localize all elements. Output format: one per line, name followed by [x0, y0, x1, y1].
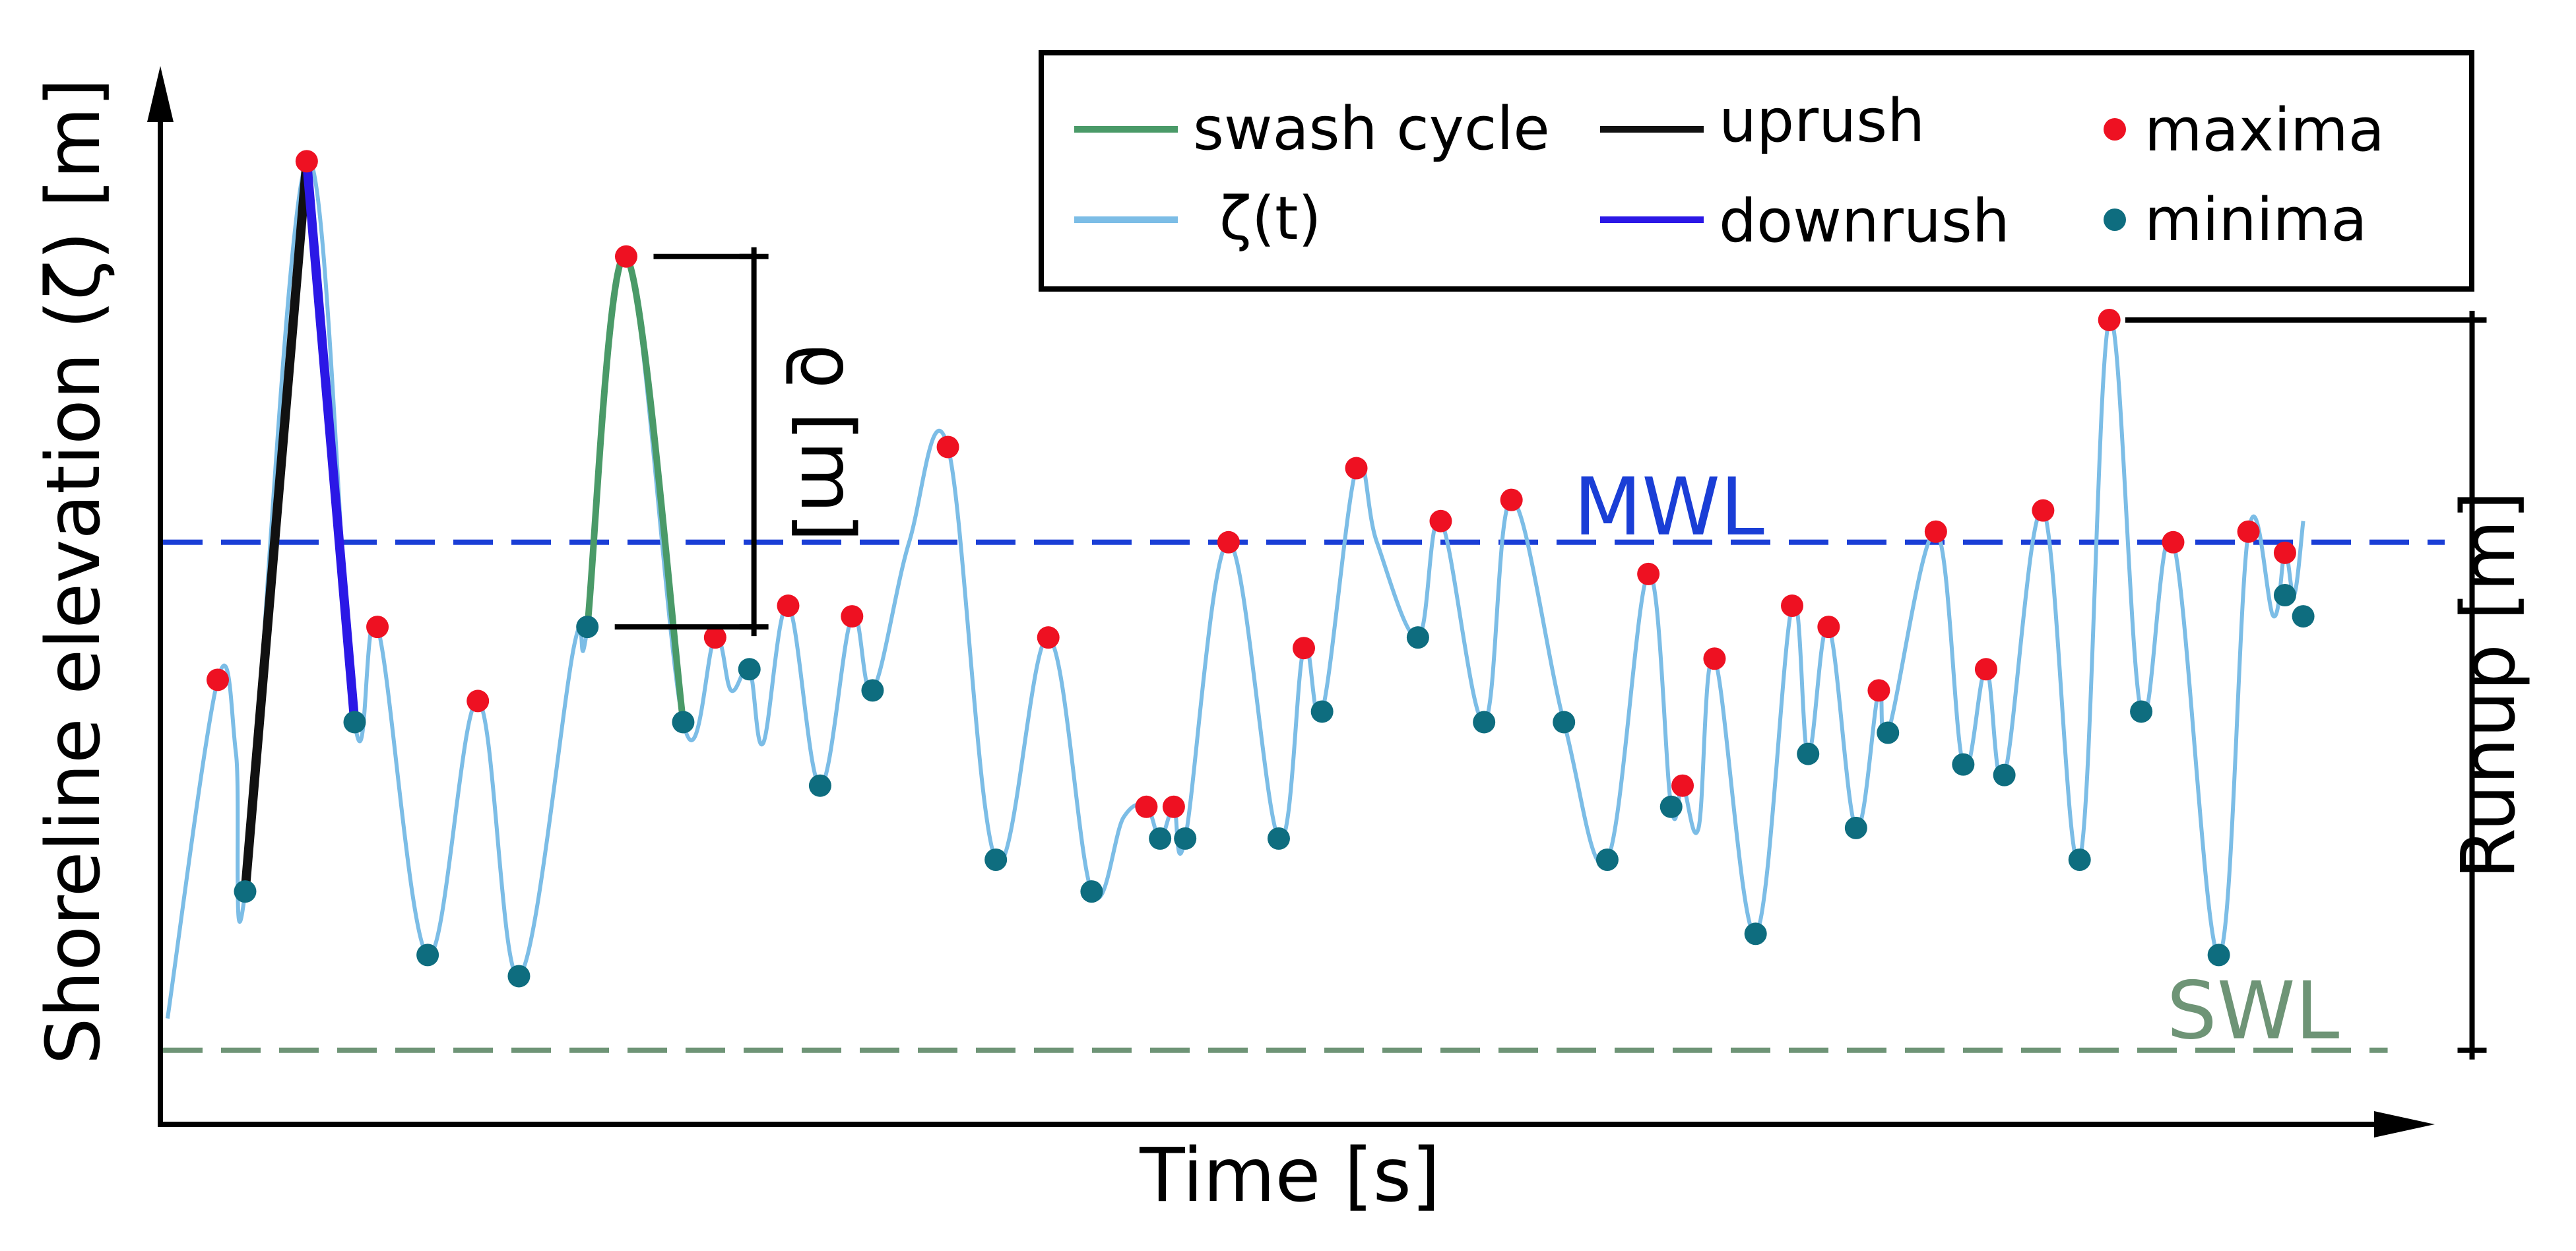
minima-points — [234, 584, 2315, 988]
minimum-point-13 — [1267, 827, 1290, 850]
minimum-point-3 — [507, 965, 531, 988]
minimum-point-1 — [343, 711, 366, 734]
maximum-point-23 — [1924, 520, 1947, 543]
maximum-point-11 — [1162, 795, 1185, 818]
minimum-point-30 — [2292, 605, 2315, 628]
minimum-point-18 — [1595, 849, 1619, 871]
minimum-point-9 — [984, 849, 1008, 871]
minimum-point-26 — [2068, 849, 2091, 871]
maximum-point-13 — [1293, 637, 1315, 660]
maximum-point-24 — [1974, 658, 1997, 681]
maximum-point-3 — [467, 690, 490, 713]
maximum-point-6 — [777, 594, 800, 618]
minimum-point-19 — [1659, 795, 1683, 818]
maximum-point-0 — [206, 668, 229, 691]
maximum-point-29 — [2273, 541, 2296, 564]
maximum-point-26 — [2098, 308, 2121, 331]
maximum-point-4 — [614, 245, 637, 268]
minimum-point-6 — [738, 658, 761, 681]
minimum-point-24 — [1952, 753, 1975, 776]
maximum-point-28 — [2237, 520, 2260, 543]
minimum-point-0 — [234, 880, 257, 903]
y-axis-label: Shoreline elevation (ζ) [m] — [31, 78, 117, 1064]
legend-minima-marker — [2104, 208, 2126, 231]
minimum-point-5 — [672, 711, 695, 734]
minimum-point-23 — [1877, 721, 1900, 744]
uprush-series-line — [240, 156, 311, 897]
maximum-point-5 — [703, 626, 726, 649]
runup-label: Runup [m] — [2446, 491, 2532, 880]
maximum-point-21 — [1817, 616, 1840, 639]
minimum-point-21 — [1797, 742, 1820, 765]
swash-cycle-series-line — [584, 252, 687, 726]
legend: swash cycle ζ(t) uprush downrush maxima … — [1039, 50, 2474, 292]
y-axis-arrow-head — [147, 66, 174, 122]
minimum-point-2 — [416, 944, 439, 967]
maximum-point-15 — [1429, 509, 1452, 532]
legend-minima-label: minima — [2144, 185, 2367, 255]
minimum-point-16 — [1473, 711, 1496, 734]
minimum-point-25 — [1993, 763, 2016, 786]
minimum-point-20 — [1744, 922, 1767, 946]
maximum-point-16 — [1500, 488, 1523, 511]
maximum-point-17 — [1637, 562, 1660, 585]
legend-swash-cycle-label: swash cycle — [1193, 94, 1550, 164]
x-axis-arrow-head — [2374, 1111, 2435, 1138]
runup-annotation: Runup [m] — [2125, 310, 2532, 1060]
minimum-point-8 — [861, 679, 884, 702]
legend-maxima-marker — [2104, 118, 2126, 141]
legend-uprush-label: uprush — [1719, 86, 1925, 156]
maxima-points — [206, 150, 2296, 818]
maximum-point-7 — [841, 605, 864, 628]
minimum-point-17 — [1553, 711, 1576, 734]
maximum-point-19 — [1703, 647, 1726, 670]
legend-maxima-label: maxima — [2144, 96, 2385, 165]
maximum-point-10 — [1135, 795, 1158, 818]
mwl-label: MWL — [1574, 462, 1764, 554]
swl-label: SWL — [2167, 966, 2340, 1058]
minimum-point-15 — [1406, 626, 1429, 649]
sigma-label: ϱ [m] — [784, 342, 870, 542]
minimum-point-28 — [2207, 944, 2230, 967]
minimum-point-14 — [1310, 700, 1334, 723]
x-axis-label: Time [s] — [1139, 1133, 1440, 1219]
minimum-point-7 — [808, 774, 831, 797]
minimum-point-27 — [2130, 700, 2153, 723]
sigma-annotation: ϱ [m] — [614, 247, 870, 637]
maximum-point-22 — [1867, 679, 1890, 702]
minimum-point-4 — [576, 616, 599, 639]
maximum-point-27 — [2162, 530, 2185, 554]
maximum-point-14 — [1345, 457, 1368, 480]
legend-downrush-label: downrush — [1719, 187, 2010, 256]
maximum-point-2 — [366, 616, 389, 639]
maximum-point-12 — [1217, 530, 1240, 554]
maximum-point-20 — [1781, 594, 1804, 618]
minimum-point-10 — [1080, 880, 1103, 903]
zeta-series-line — [165, 158, 2305, 1019]
maximum-point-25 — [2032, 499, 2055, 522]
maximum-point-8 — [936, 435, 959, 459]
minimum-point-22 — [1844, 816, 1867, 839]
minimum-point-11 — [1149, 827, 1172, 850]
minimum-point-29 — [2273, 584, 2296, 606]
downrush-series-line — [302, 156, 360, 727]
legend-zeta-label: ζ(t) — [1219, 184, 1321, 253]
maximum-point-1 — [295, 150, 318, 173]
maximum-point-9 — [1037, 626, 1060, 649]
legend-box — [1039, 50, 2474, 292]
maximum-point-18 — [1671, 774, 1694, 797]
minimum-point-12 — [1174, 827, 1197, 850]
